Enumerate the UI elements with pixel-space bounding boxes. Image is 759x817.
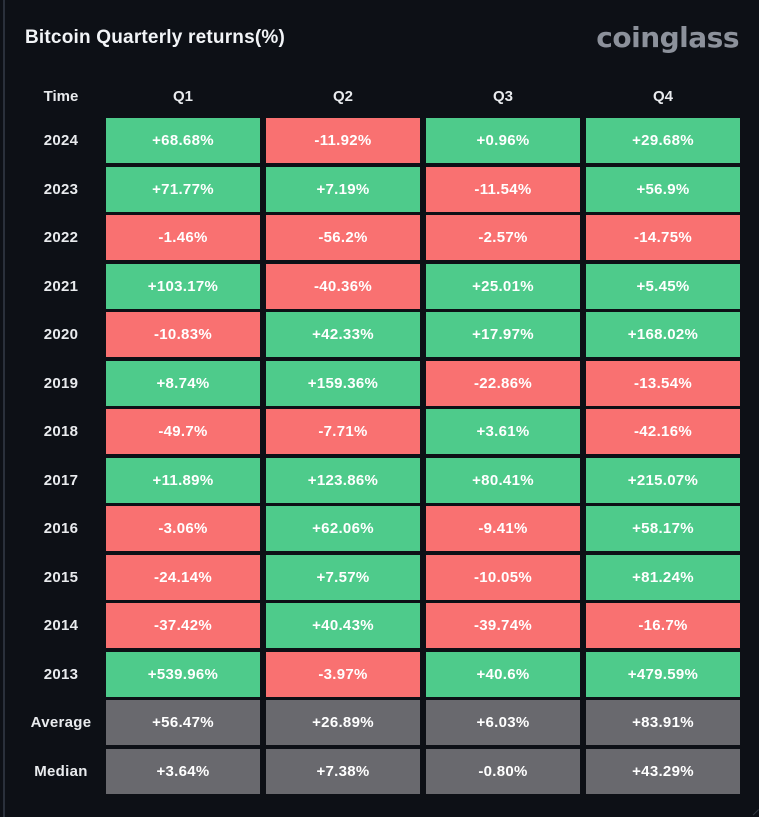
return-cell-2014-q4: -16.7% xyxy=(586,603,740,648)
return-cell-median-q3: -0.80% xyxy=(426,748,580,794)
return-cell-2018-q2: -7.71% xyxy=(266,409,420,454)
return-cell-2021-q3: +25.01% xyxy=(426,263,580,309)
return-cell-2015-q4: +81.24% xyxy=(586,554,740,600)
return-cell-2024-q1: +68.68% xyxy=(106,118,260,163)
return-cell-2023-q3: -11.54% xyxy=(426,166,580,212)
return-cell-2014-q1: -37.42% xyxy=(106,603,260,648)
return-cell-2020-q3: +17.97% xyxy=(426,312,580,357)
return-cell-2017-q3: +80.41% xyxy=(426,457,580,503)
row-label-2017: 2017 xyxy=(43,471,79,489)
return-cell-2015-q3: -10.05% xyxy=(426,554,580,600)
return-cell-average-q2: +26.89% xyxy=(266,700,420,745)
row-label-2020: 2020 xyxy=(43,326,79,343)
table-row: Average +56.47% +26.89% +6.03% +83.91% xyxy=(22,700,740,745)
table-row: 2024 +68.68% -11.92% +0.96% +29.68% xyxy=(22,118,740,163)
return-cell-2017-q2: +123.86% xyxy=(266,457,420,503)
row-label-average: Average xyxy=(30,714,92,731)
row-label-2021: 2021 xyxy=(43,277,79,295)
return-cell-2013-q3: +40.6% xyxy=(426,651,580,697)
coinglass-logo[interactable]: coinglass xyxy=(596,21,739,54)
return-cell-2014-q3: -39.74% xyxy=(426,603,580,648)
return-cell-2021-q1: +103.17% xyxy=(106,263,260,309)
column-header-q1: Q1 xyxy=(172,87,193,105)
titlebar: Bitcoin Quarterly returns(%) coinglass xyxy=(0,0,759,60)
row-label-2023: 2023 xyxy=(43,180,79,198)
return-cell-2018-q1: -49.7% xyxy=(106,409,260,454)
quarterly-returns-table: Time Q1 Q2 Q3 Q4 2024 +68.68% -11.92% +0.96… xyxy=(0,78,759,794)
table-row: Median +3.64% +7.38% -0.80% +43.29% xyxy=(22,748,740,794)
column-header-q3: Q3 xyxy=(492,87,513,105)
return-cell-average-q1: +56.47% xyxy=(106,700,260,745)
column-header-q2: Q2 xyxy=(332,87,353,105)
return-cell-2015-q1: -24.14% xyxy=(106,554,260,600)
row-label-2014: 2014 xyxy=(43,617,79,634)
table-header-row: Time Q1 Q2 Q3 Q4 xyxy=(22,78,740,114)
resize-handle-icon[interactable] xyxy=(746,803,759,816)
return-cell-2018-q3: +3.61% xyxy=(426,409,580,454)
row-label-2022: 2022 xyxy=(43,229,79,246)
return-cell-2020-q4: +168.02% xyxy=(586,312,740,357)
table-row: 2016 -3.06% +62.06% -9.41% +58.17% xyxy=(22,506,740,551)
table-row: 2021 +103.17% -40.36% +25.01% +5.45% xyxy=(22,263,740,309)
return-cell-2013-q1: +539.96% xyxy=(106,651,260,697)
table-row: 2018 -49.7% -7.71% +3.61% -42.16% xyxy=(22,409,740,454)
return-cell-2023-q1: +71.77% xyxy=(106,166,260,212)
return-cell-2017-q1: +11.89% xyxy=(106,457,260,503)
return-cell-2020-q2: +42.33% xyxy=(266,312,420,357)
return-cell-2024-q4: +29.68% xyxy=(586,118,740,163)
return-cell-average-q4: +83.91% xyxy=(586,700,740,745)
return-cell-2019-q2: +159.36% xyxy=(266,360,420,406)
table-row: 2020 -10.83% +42.33% +17.97% +168.02% xyxy=(22,312,740,357)
return-cell-2014-q2: +40.43% xyxy=(266,603,420,648)
table-row: 2015 -24.14% +7.57% -10.05% +81.24% xyxy=(22,554,740,600)
return-cell-2018-q4: -42.16% xyxy=(586,409,740,454)
row-label-2015: 2015 xyxy=(43,568,79,586)
row-label-2013: 2013 xyxy=(43,665,79,683)
left-edge-divider xyxy=(3,0,5,817)
return-cell-2021-q4: +5.45% xyxy=(586,263,740,309)
return-cell-2016-q3: -9.41% xyxy=(426,506,580,551)
return-cell-2019-q3: -22.86% xyxy=(426,360,580,406)
row-label-2019: 2019 xyxy=(43,374,79,392)
return-cell-2023-q4: +56.9% xyxy=(586,166,740,212)
return-cell-2021-q2: -40.36% xyxy=(266,263,420,309)
column-header-q4: Q4 xyxy=(652,87,673,105)
return-cell-2020-q1: -10.83% xyxy=(106,312,260,357)
table-body: 2024 +68.68% -11.92% +0.96% +29.68% 2023 +71.7… xyxy=(22,118,740,794)
return-cell-2016-q1: -3.06% xyxy=(106,506,260,551)
return-cell-2022-q2: -56.2% xyxy=(266,215,420,260)
return-cell-2022-q4: -14.75% xyxy=(586,215,740,260)
return-cell-2022-q3: -2.57% xyxy=(426,215,580,260)
return-cell-2019-q1: +8.74% xyxy=(106,360,260,406)
return-cell-2023-q2: +7.19% xyxy=(266,166,420,212)
table-row: 2023 +71.77% +7.19% -11.54% +56.9% xyxy=(22,166,740,212)
row-label-2024: 2024 xyxy=(43,132,79,149)
table-row: 2013 +539.96% -3.97% +40.6% +479.59% xyxy=(22,651,740,697)
table-row: 2022 -1.46% -56.2% -2.57% -14.75% xyxy=(22,215,740,260)
return-cell-2024-q2: -11.92% xyxy=(266,118,420,163)
table-row: 2014 -37.42% +40.43% -39.74% -16.7% xyxy=(22,603,740,648)
return-cell-2015-q2: +7.57% xyxy=(266,554,420,600)
row-label-2016: 2016 xyxy=(43,520,79,537)
table-row: 2017 +11.89% +123.86% +80.41% +215.07% xyxy=(22,457,740,503)
return-cell-2024-q3: +0.96% xyxy=(426,118,580,163)
return-cell-median-q1: +3.64% xyxy=(106,748,260,794)
return-cell-average-q3: +6.03% xyxy=(426,700,580,745)
table-row: 2019 +8.74% +159.36% -22.86% -13.54% xyxy=(22,360,740,406)
column-header-time: Time xyxy=(43,87,79,105)
return-cell-2013-q2: -3.97% xyxy=(266,651,420,697)
return-cell-2016-q2: +62.06% xyxy=(266,506,420,551)
return-cell-2022-q1: -1.46% xyxy=(106,215,260,260)
return-cell-2013-q4: +479.59% xyxy=(586,651,740,697)
page-title: Bitcoin Quarterly returns(%) xyxy=(25,27,286,48)
row-label-2018: 2018 xyxy=(43,423,79,440)
return-cell-median-q2: +7.38% xyxy=(266,748,420,794)
return-cell-median-q4: +43.29% xyxy=(586,748,740,794)
return-cell-2019-q4: -13.54% xyxy=(586,360,740,406)
row-label-median: Median xyxy=(34,762,88,780)
return-cell-2016-q4: +58.17% xyxy=(586,506,740,551)
return-cell-2017-q4: +215.07% xyxy=(586,457,740,503)
